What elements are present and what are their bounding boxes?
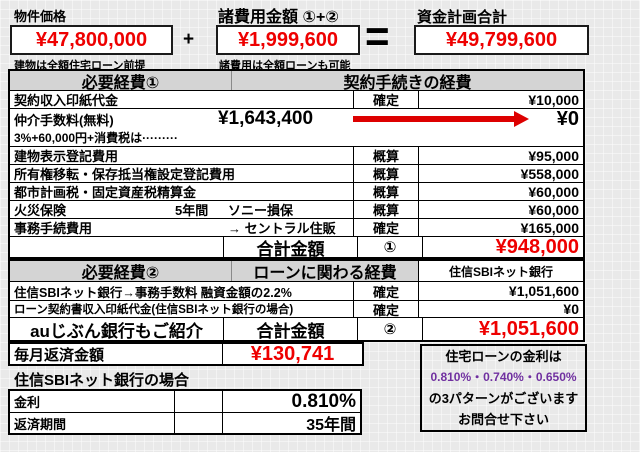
row-status: 確定 (353, 282, 418, 300)
au-bank-note: auじぶん銀行もご紹介 (10, 318, 224, 341)
monthly-payment-value: ¥130,741 (222, 343, 362, 365)
brokerage-note-row: 3%+60,000円+消費税は········· (10, 129, 583, 146)
brokerage-row: 仲介手数料(無料) ¥1,643,400 ¥0 (10, 107, 583, 130)
row-status: 確定 (353, 301, 418, 318)
row-label: 所有権移転・保存抵当権設定登記費用 (14, 167, 236, 182)
expenses2-header: 必要経費② ローンに関わる経費 住信SBIネット銀行 (10, 261, 583, 282)
table-row: 所有権移転・保存抵当権設定登記費用 概算 ¥558,000 (10, 164, 583, 182)
row-label: 事務手続費用 (14, 221, 93, 236)
table-row: 契約収入印紙代金 確定 ¥10,000 (10, 90, 583, 108)
red-arrow-icon (353, 109, 529, 129)
expenses1-header: 必要経費① 契約手続きの経費 (10, 71, 583, 92)
brokerage-original-amount: ¥1,643,400 (217, 108, 314, 129)
table-row: 事務手続費用 → セントラル住販 確定 ¥165,000 (10, 218, 583, 236)
brokerage-label: 仲介手数料(無料) (14, 112, 114, 128)
row-label: 建物表示登記費用 (14, 149, 119, 164)
period-label: 返済期間 (14, 416, 67, 432)
total-label: 合計金額 (256, 239, 325, 259)
brokerage-note: 3%+60,000円+消費税は········· (14, 131, 179, 145)
expenses1-subtitle: 契約手続きの経費 (343, 74, 472, 92)
fees-total-value: ¥1,999,600 (216, 25, 360, 55)
circled-one: ① (357, 237, 422, 257)
plan-total-label: 資金計画合計 (417, 9, 508, 26)
row-label: ローン契約書収入印紙代金(住信SBIネット銀行の場合) (14, 304, 294, 316)
expenses2-subtitle: ローンに関わる経費 (253, 265, 397, 282)
rate-value: 0.810% (222, 391, 360, 412)
bank-name: 住信SBIネット銀行 (418, 261, 583, 281)
row-label: 契約収入印紙代金 (14, 93, 119, 108)
fees-total-label: 諸費用金額 ①+② (218, 9, 339, 26)
row-amount: ¥1,051,600 (418, 282, 583, 300)
expenses2-total-value: ¥1,051,600 (422, 318, 583, 340)
bank-case-label: 住信SBIネット銀行の場合 (14, 372, 190, 389)
rate-label: 金利 (14, 395, 41, 410)
table-row: ローン契約書収入印紙代金(住信SBIネット銀行の場合) 確定 ¥0 (10, 300, 583, 318)
monthly-payment-row: 毎月返済金額 ¥130,741 (8, 342, 364, 366)
row-label: 火災保険 (14, 203, 67, 218)
monthly-payment-label: 毎月返済金額 (14, 346, 105, 364)
row-amount: ¥165,000 (418, 219, 583, 236)
period-row: 返済期間 35年間 (10, 412, 360, 434)
row-amount: ¥60,000 (418, 183, 583, 200)
rate-info-box: 住宅ローンの金利は 0.810%・0.740%・0.650% の3パターンがござ… (420, 344, 587, 432)
row-status: 確定 (353, 219, 418, 236)
expenses1-title: 必要経費① (10, 71, 232, 92)
property-price-value: ¥47,800,000 (10, 25, 173, 55)
row-label: 住信SBIネット銀行→事務手数料 融資金額の2.2% (14, 285, 292, 300)
total-label: 合計金額 (256, 321, 325, 341)
rate-table: 金利 0.810% 返済期間 35年間 (8, 389, 362, 435)
row-sublabel: → セントラル住販 (228, 221, 336, 236)
table-row: 火災保険 5年間 ソニー損保 概算 ¥60,000 (10, 200, 583, 218)
plan-total-value: ¥49,799,600 (414, 25, 589, 55)
property-price-label: 物件価格 (14, 9, 67, 24)
expenses2-total-row: auじぶん銀行もご紹介 合計金額 ② ¥1,051,600 (10, 317, 583, 341)
expenses1-total-value: ¥948,000 (422, 236, 583, 258)
expenses1-table: 必要経費① 契約手続きの経費 契約収入印紙代金 確定 ¥10,000 仲介手数料… (8, 69, 585, 259)
row-label: 都市計画税・固定資産税精算金 (14, 185, 197, 200)
table-row: 住信SBIネット銀行→事務手数料 融資金額の2.2% 確定 ¥1,051,600 (10, 281, 583, 300)
row-amount: ¥10,000 (418, 91, 583, 108)
circled-two: ② (357, 318, 422, 340)
expenses2-table: 必要経費② ローンに関わる経費 住信SBIネット銀行 住信SBIネット銀行→事務… (8, 259, 585, 342)
row-amount: ¥60,000 (418, 201, 583, 218)
info-line-1: 住宅ローンの金利は (445, 349, 562, 364)
table-row: 建物表示登記費用 概算 ¥95,000 (10, 146, 583, 164)
equals-sign: = (365, 11, 390, 62)
rate-row: 金利 0.810% (10, 391, 360, 412)
row-amount: ¥95,000 (418, 147, 583, 164)
row-status: 確定 (353, 91, 418, 108)
row-status: 概算 (353, 183, 418, 200)
plus-sign: + (183, 29, 195, 50)
row-amount: ¥558,000 (418, 165, 583, 182)
info-line-4: お問合せ下さい (457, 412, 549, 427)
row-sublabel: ソニー損保 (228, 203, 294, 218)
row-sublabel: 5年間 (175, 203, 209, 218)
table-row: 都市計画税・固定資産税精算金 概算 ¥60,000 (10, 182, 583, 200)
row-status: 概算 (353, 147, 418, 164)
row-status: 概算 (353, 165, 418, 182)
expenses2-title: 必要経費② (10, 261, 232, 282)
row-amount: ¥0 (418, 301, 583, 317)
info-line-3: の3パターンがございます (428, 391, 579, 406)
period-value: 35年間 (222, 413, 360, 434)
row-status: 概算 (353, 201, 418, 218)
info-line-rates: 0.810%・0.740%・0.650% (430, 370, 577, 384)
brokerage-final-amount: ¥0 (556, 107, 579, 130)
expenses1-total-row: 合計金額 ① ¥948,000 (10, 236, 583, 259)
